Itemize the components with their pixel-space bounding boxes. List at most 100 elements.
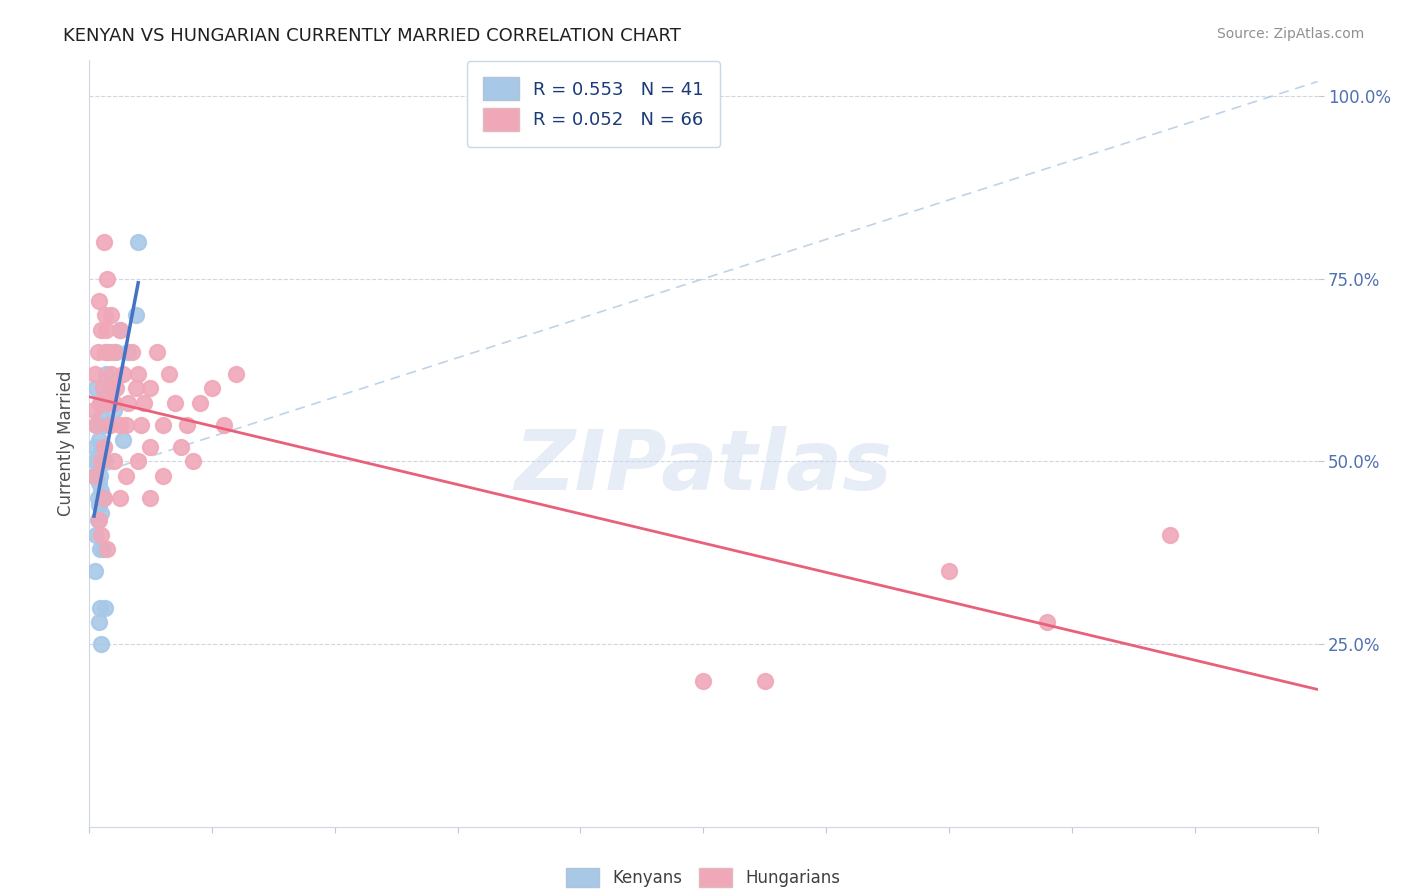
Point [152,469,174,483]
Point [108,417,131,432]
Point [157,367,180,381]
Point [93,235,115,250]
Point [87,476,110,491]
Point [89,469,111,483]
Point [86,417,108,432]
Point [103,403,125,417]
Point [170,440,193,454]
Point [117,344,139,359]
Point [225,367,247,381]
Point [91,491,114,505]
Point [89,600,111,615]
Text: ZIPatlas: ZIPatlas [515,425,893,507]
Point [84,454,107,468]
Point [87,433,110,447]
Point [90,637,112,651]
Point [145,344,167,359]
Point [103,454,125,468]
Point [93,417,115,432]
Point [108,323,131,337]
Point [84,440,107,454]
Point [152,417,174,432]
Point [87,615,110,630]
Point [90,506,112,520]
Point [134,396,156,410]
Point [115,417,138,432]
Point [165,396,187,410]
Point [90,483,112,498]
Point [139,491,162,505]
Point [1036,615,1059,630]
Point [91,381,114,395]
Point [89,396,111,410]
Point [86,527,108,541]
Point [692,673,714,688]
Point [108,491,131,505]
Point [96,272,118,286]
Point [754,673,776,688]
Point [201,381,224,395]
Point [90,527,112,541]
Point [90,323,112,337]
Point [96,344,118,359]
Point [84,469,107,483]
Point [86,513,108,527]
Point [96,542,118,557]
Point [938,564,960,578]
Text: Source: ZipAtlas.com: Source: ZipAtlas.com [1216,27,1364,41]
Point [103,396,125,410]
Point [183,454,205,468]
Point [105,344,128,359]
Point [87,499,110,513]
Point [125,381,148,395]
Point [188,396,211,410]
Point [89,410,111,425]
Point [176,417,198,432]
Point [94,309,117,323]
Point [83,469,105,483]
Point [1159,527,1181,541]
Point [121,344,143,359]
Point [94,454,117,468]
Point [125,309,148,323]
Point [96,396,118,410]
Point [86,417,108,432]
Point [97,344,120,359]
Point [90,454,112,468]
Point [93,440,115,454]
Point [89,447,111,461]
Text: KENYAN VS HUNGARIAN CURRENTLY MARRIED CORRELATION CHART: KENYAN VS HUNGARIAN CURRENTLY MARRIED CO… [63,27,681,45]
Point [103,344,125,359]
Point [90,396,112,410]
Point [96,323,118,337]
Point [87,293,110,308]
Point [100,309,122,323]
Point [139,440,162,454]
Point [112,433,135,447]
Point [86,454,108,468]
Point [86,381,108,395]
Point [84,564,107,578]
Point [108,323,131,337]
Y-axis label: Currently Married: Currently Married [58,370,75,516]
Point [127,235,149,250]
Point [105,381,128,395]
Point [90,454,112,468]
Point [98,417,121,432]
Point [89,542,111,557]
Point [94,344,117,359]
Point [100,367,122,381]
Point [93,491,115,505]
Point [100,381,122,395]
Point [127,454,149,468]
Point [84,367,107,381]
Point [86,491,108,505]
Point [93,440,115,454]
Point [86,344,108,359]
Point [129,417,152,432]
Point [87,513,110,527]
Point [91,542,114,557]
Point [212,417,235,432]
Point [127,367,149,381]
Point [117,396,139,410]
